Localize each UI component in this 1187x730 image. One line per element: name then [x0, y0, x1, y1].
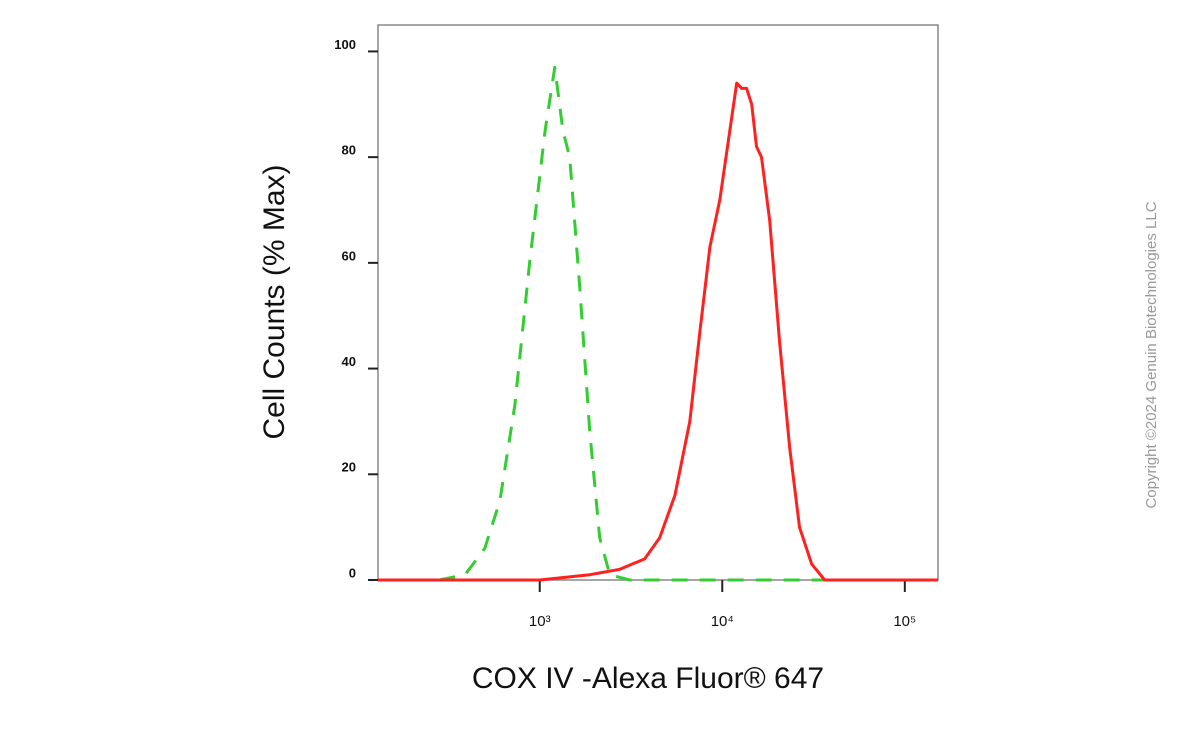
y-tick-label: 20 [342, 460, 356, 475]
y-tick-label: 60 [342, 248, 356, 263]
copyright: Copyright ©2024 Genuin Biotechnologies L… [1143, 201, 1160, 508]
x-axis-label: COX IV -Alexa Fluor® 647 [472, 662, 824, 695]
y-tick-label: 100 [334, 37, 356, 52]
series-line [439, 65, 833, 582]
y-tick-label: 40 [342, 354, 356, 369]
x-tick-label: 10³ [529, 613, 551, 630]
x-tick-label: 10⁵ [893, 613, 916, 630]
y-tick-label: 80 [342, 143, 356, 158]
y-axis-label: Cell Counts (% Max) [258, 164, 291, 439]
plot-frame [377, 24, 939, 581]
x-tick-label: 10⁴ [711, 613, 734, 630]
series-line [378, 81, 938, 582]
y-tick-label: 0 [349, 565, 356, 580]
